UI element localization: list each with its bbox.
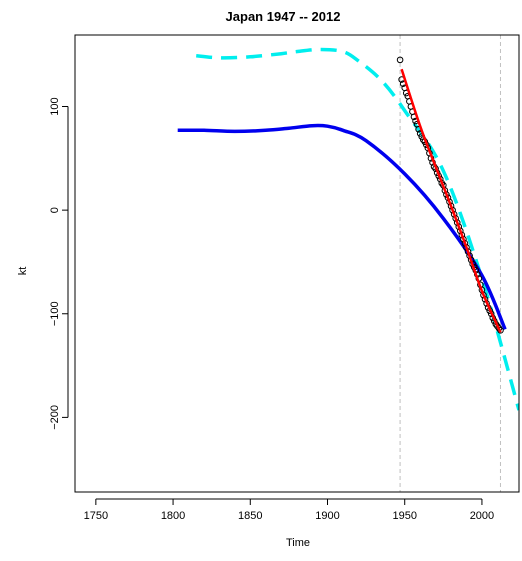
axes: 1750 1800 1850 1900 1950 2000 −200 −100 0 100 [49, 97, 494, 522]
data-point [497, 327, 504, 334]
x-tick-label: 1750 [84, 510, 108, 522]
series-red-fit-line [400, 68, 502, 333]
x-tick-label: 1900 [315, 510, 339, 522]
x-tick-label: 2000 [470, 510, 494, 522]
y-tick-label: 100 [49, 97, 61, 115]
x-tick-label: 1850 [238, 510, 262, 522]
x-tick-label: 1800 [161, 510, 185, 522]
series-cyan-dashed-curve [196, 47, 519, 411]
series-blue-curve [177, 123, 507, 330]
y-tick-label: 0 [49, 207, 61, 213]
y-tick-label: −200 [49, 405, 61, 430]
x-tick-label: 1950 [392, 510, 416, 522]
data-point [396, 56, 404, 64]
plot-frame [74, 34, 520, 493]
reference-lines [399, 35, 501, 492]
chart-title: Japan 1947 -- 2012 [226, 9, 341, 24]
x-axis-label: Time [286, 537, 310, 549]
plot-data [177, 47, 519, 411]
y-axis-label: kt [17, 267, 29, 276]
y-tick-label: −100 [49, 301, 61, 326]
